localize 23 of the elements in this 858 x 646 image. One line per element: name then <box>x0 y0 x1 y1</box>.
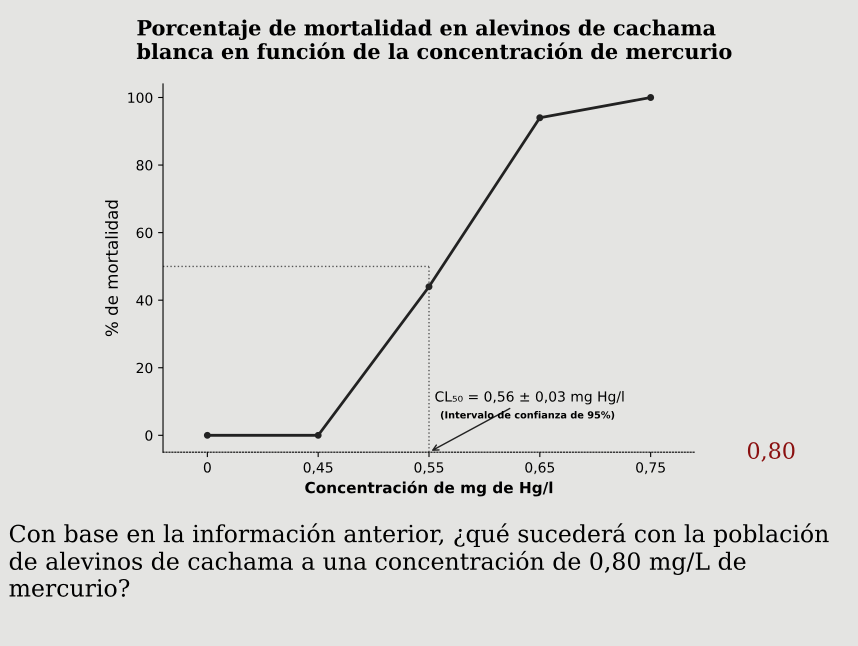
point <box>314 432 322 439</box>
point <box>204 432 211 439</box>
x-tick-label: 0,65 <box>525 462 554 474</box>
y-axis-title: % de mortalidad <box>105 200 118 336</box>
y-tick-label: 100 <box>128 92 152 103</box>
y-tick-label: 40 <box>136 295 152 306</box>
point <box>647 94 654 101</box>
point <box>536 114 544 122</box>
x-tick-label: 0,75 <box>636 462 665 474</box>
chart-title: Porcentaje de mortalidad en alevinos de cachama blanca en función de la concentración de mercurio <box>136 20 732 60</box>
y-tick-label: 0 <box>145 430 152 441</box>
point <box>426 283 432 290</box>
annotation: CL₅₀ = 0,56 ± 0,03 mg Hg/l <box>435 390 624 404</box>
text: Con base en la información anterior, ¿qué sucederá con la población de alevinos de cachama a una concentración de 0,80 mg/L de mercurio? <box>9 523 829 597</box>
y-tick-label: 80 <box>136 160 152 171</box>
x-tick-label: 0,45 <box>304 462 332 474</box>
annotation: (Intervalo de confianza de 95%) <box>440 411 614 420</box>
x-tick-label: 0,55 <box>414 462 444 474</box>
text: 0,80 <box>748 442 794 462</box>
y-tick-label: 20 <box>136 362 152 374</box>
x-axis-title: Concentración de mg de Hg/l <box>305 480 552 496</box>
x-tick-label: 0 <box>204 462 211 473</box>
y-tick-label: 60 <box>136 228 152 238</box>
